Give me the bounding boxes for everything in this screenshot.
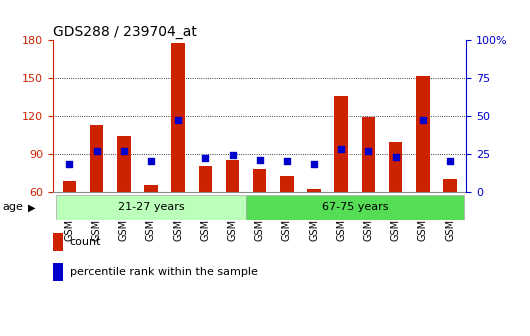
- Point: [282, 159, 291, 164]
- Point: [119, 148, 128, 154]
- Bar: [416, 76, 430, 267]
- Bar: [63, 181, 76, 267]
- Point: [147, 159, 155, 164]
- Bar: [307, 189, 321, 267]
- Bar: [53, 233, 64, 251]
- Point: [65, 162, 74, 167]
- Bar: [171, 43, 185, 267]
- Point: [364, 148, 373, 154]
- Bar: [199, 166, 212, 267]
- Text: 21-27 years: 21-27 years: [118, 203, 184, 212]
- Bar: [334, 96, 348, 267]
- Point: [255, 157, 264, 163]
- Bar: [90, 125, 103, 267]
- Bar: [253, 169, 267, 267]
- Text: count: count: [69, 237, 101, 247]
- Point: [174, 118, 182, 123]
- Point: [201, 156, 209, 161]
- Text: ▶: ▶: [28, 203, 35, 212]
- Text: 67-75 years: 67-75 years: [322, 203, 388, 212]
- Bar: [117, 136, 130, 267]
- Point: [228, 153, 237, 158]
- Bar: [280, 176, 294, 267]
- Bar: [226, 160, 240, 267]
- Point: [392, 154, 400, 160]
- Text: GDS288 / 239704_at: GDS288 / 239704_at: [53, 25, 197, 39]
- Point: [419, 118, 427, 123]
- Point: [337, 146, 346, 152]
- Text: age: age: [3, 203, 23, 212]
- Point: [446, 159, 454, 164]
- Text: percentile rank within the sample: percentile rank within the sample: [69, 267, 258, 277]
- Bar: [56, 195, 246, 220]
- Bar: [246, 195, 464, 220]
- Bar: [443, 179, 457, 267]
- Bar: [53, 263, 64, 281]
- Bar: [361, 117, 375, 267]
- Point: [310, 162, 319, 167]
- Point: [92, 148, 101, 154]
- Bar: [389, 142, 402, 267]
- Bar: [144, 185, 158, 267]
